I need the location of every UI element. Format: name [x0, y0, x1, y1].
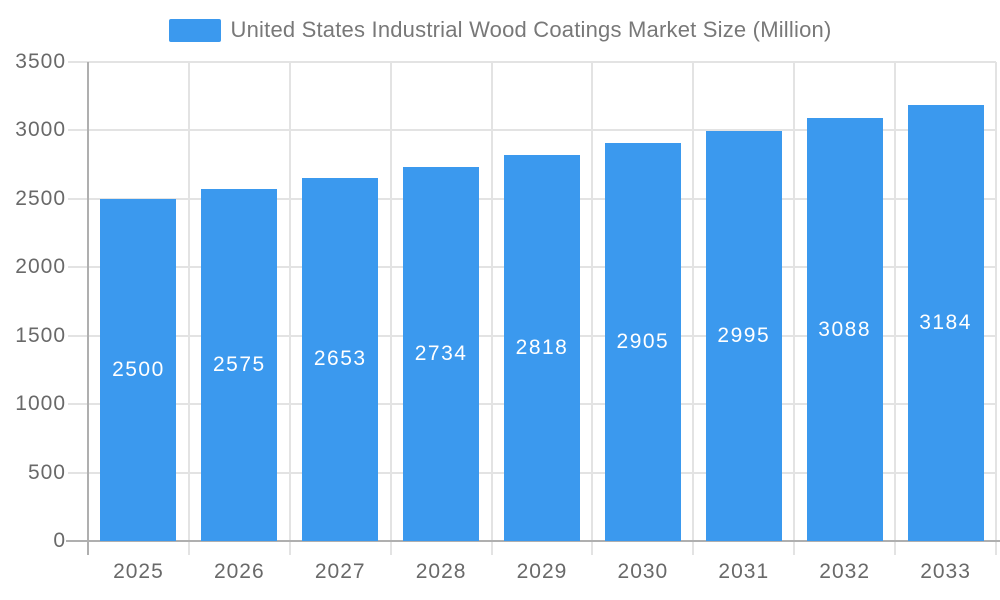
y-tick-label: 500 [27, 460, 66, 484]
v-gridline [793, 62, 796, 555]
bar[interactable]: 2575 [201, 188, 278, 541]
x-axis-line [66, 540, 1000, 542]
v-gridline [187, 62, 190, 555]
bar-value-label: 2905 [616, 330, 670, 354]
legend-swatch [168, 18, 221, 42]
x-tick-label: 2033 [920, 560, 971, 583]
v-gridline [389, 62, 392, 555]
y-tick-label: 1500 [15, 323, 66, 347]
x-tick-label: 2028 [415, 560, 467, 583]
bar-value-label: 2995 [717, 324, 771, 348]
x-tick-label: 2030 [617, 560, 669, 583]
bar[interactable]: 2500 [100, 198, 177, 541]
y-tick-label: 1000 [15, 392, 66, 416]
y-tick-label: 3000 [15, 118, 66, 142]
bar-value-label: 3184 [919, 311, 972, 335]
x-tick-label: 2031 [718, 560, 770, 583]
bar[interactable]: 2818 [504, 155, 580, 541]
y-tick-label: 3500 [15, 50, 66, 73]
bar-value-label: 2653 [313, 347, 367, 371]
x-tick-label: 2025 [113, 560, 164, 583]
x-tick-label: 2026 [213, 560, 265, 583]
bar-value-label: 2818 [515, 336, 569, 360]
y-tick-label: 0 [53, 529, 66, 552]
y-axis-line [87, 62, 89, 555]
x-tick-label: 2027 [314, 560, 366, 583]
bar[interactable]: 2653 [302, 177, 379, 541]
v-gridline [692, 62, 695, 555]
y-tick-label: 2500 [15, 186, 66, 210]
v-gridline [995, 62, 997, 555]
bar-value-label: 3088 [818, 317, 872, 341]
bar-value-label: 2500 [112, 357, 165, 381]
bar-value-label: 2575 [212, 352, 266, 376]
bar[interactable]: 2905 [604, 143, 681, 541]
v-gridline [490, 62, 493, 555]
bar[interactable]: 3184 [907, 105, 984, 541]
legend-item[interactable]: United States Industrial Wood Coatings M… [0, 17, 1000, 43]
y-tick-label: 2000 [15, 255, 66, 279]
h-gridline [68, 129, 996, 132]
h-gridline [68, 61, 996, 63]
v-gridline [288, 62, 291, 555]
x-tick-label: 2029 [516, 560, 568, 583]
v-gridline [894, 62, 897, 555]
bar-value-label: 2734 [414, 341, 468, 365]
x-tick-label: 2032 [819, 560, 871, 583]
bar[interactable]: 2734 [403, 166, 480, 541]
v-gridline [591, 62, 594, 555]
legend-label: United States Industrial Wood Coatings M… [230, 17, 832, 42]
bar[interactable]: 3088 [806, 118, 883, 541]
bar[interactable]: 2995 [705, 131, 782, 541]
